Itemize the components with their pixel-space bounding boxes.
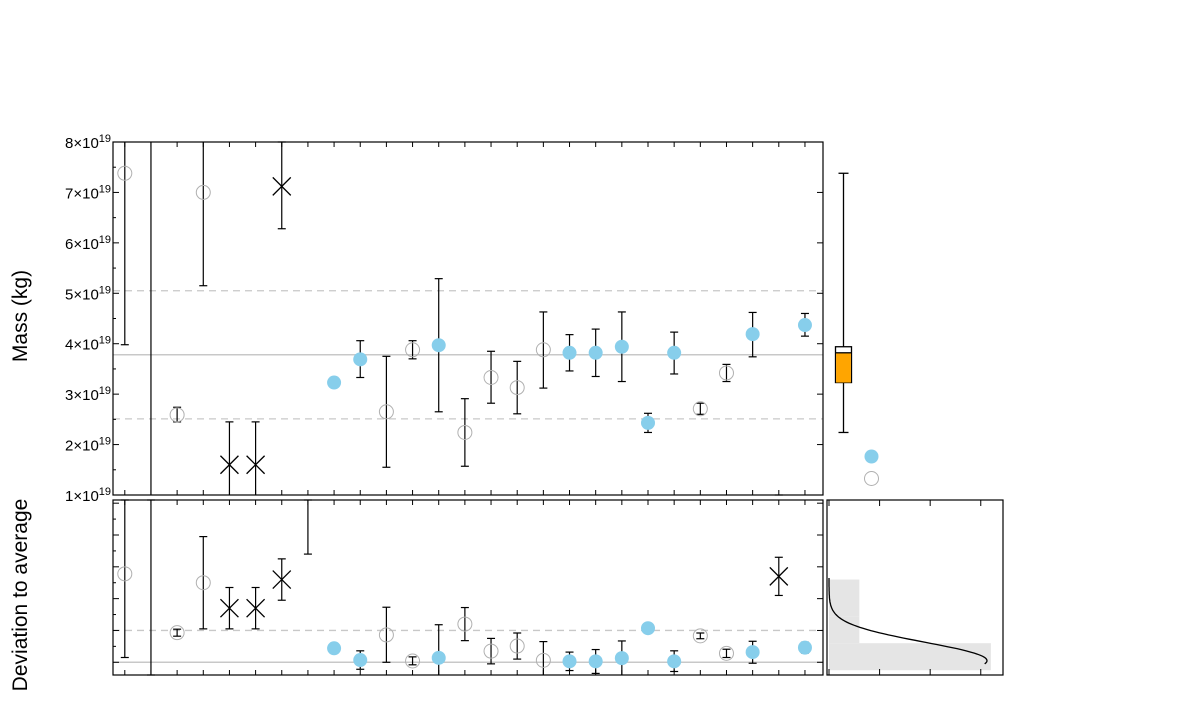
deflection-point-3 — [169, 407, 185, 423]
deflection-point-1 — [117, 566, 133, 582]
mass-tick-label: 6×1019 — [65, 234, 111, 253]
ephemeris-point-10 — [353, 352, 368, 367]
deflection-point-4 — [195, 184, 211, 200]
mass-tick-label: 7×1019 — [65, 183, 111, 202]
deflection-point-14 — [457, 424, 473, 440]
deflection-point-14 — [457, 616, 473, 632]
mass-panel: 1×1019 2×1019 3×1019 4×1019 5×1019 6×1019 7×10… — [65, 133, 824, 505]
deflection-point-11 — [378, 404, 394, 420]
rejected-marker-26 — [769, 566, 789, 586]
mass-tick-label: 8×1019 — [65, 133, 111, 152]
mass-tick-label: 3×1019 — [65, 385, 111, 404]
rejected-marker-7 — [272, 570, 292, 590]
deflection-point-17 — [535, 342, 551, 358]
deflection-point-12 — [405, 653, 421, 669]
mass-tick-label: 4×1019 — [65, 335, 111, 354]
ephemeris-point-22 — [667, 345, 682, 360]
deflection-point-1 — [117, 165, 133, 181]
rejected-marker-6 — [246, 455, 266, 475]
box-median-fill — [836, 352, 851, 383]
ephemeris-point-20 — [614, 651, 629, 666]
rejected-marker-5 — [219, 598, 239, 618]
ephemeris-point-18 — [562, 345, 577, 360]
histogram-bar-2 — [829, 579, 860, 617]
ephemeris-point-9 — [327, 375, 342, 390]
ephemeris-point-13 — [431, 650, 446, 665]
ephemeris-point-22 — [667, 654, 682, 669]
ephemeris-point-21 — [641, 415, 655, 430]
ephemeris-point-10 — [353, 653, 368, 668]
deflection-point-15 — [483, 643, 499, 659]
ephemeris-point-20 — [614, 339, 629, 354]
rejected-marker-5 — [219, 455, 239, 475]
deviation-plot-frame — [112, 499, 824, 676]
histogram-bar-0 — [829, 643, 991, 671]
deflection-point-11 — [378, 627, 394, 643]
rejected-marker-6 — [246, 598, 266, 618]
ephemeris-point-18 — [562, 654, 577, 669]
deflection-point-23 — [692, 628, 708, 644]
deflection-point-24 — [718, 365, 734, 381]
selected-boxplot — [834, 172, 853, 434]
legend — [864, 449, 879, 486]
deflection-point-16 — [509, 638, 525, 654]
histogram-density-curve — [828, 578, 988, 665]
ephemeris-point-19 — [588, 654, 603, 669]
mass-tick-label: 1×1019 — [65, 486, 111, 505]
ephemeris-point-25 — [745, 327, 760, 342]
deviation-panel — [112, 499, 824, 676]
deflection-point-4 — [195, 575, 211, 591]
deflection-point-16 — [509, 380, 525, 396]
ephemeris-point-19 — [588, 345, 603, 360]
deflection-point-23 — [692, 401, 708, 417]
legend-ephemeris-marker — [864, 449, 879, 464]
rejected-marker-7 — [272, 176, 292, 196]
deflection-point-24 — [718, 645, 734, 661]
ephemeris-point-21 — [641, 621, 655, 636]
ephemeris-point-27 — [797, 318, 812, 333]
legend-deflection-marker — [864, 471, 879, 486]
histogram-frame — [826, 499, 1004, 676]
deflection-point-12 — [405, 342, 421, 358]
deviation-axis-label: Deviation to average — [9, 499, 32, 692]
ephemeris-point-13 — [431, 338, 446, 353]
ephemeris-point-9 — [327, 641, 342, 656]
deviation-histogram — [826, 499, 1004, 676]
ephemeris-point-25 — [745, 645, 760, 660]
deflection-point-15 — [483, 370, 499, 386]
mass-tick-label: 2×1019 — [65, 436, 111, 455]
deflection-point-3 — [169, 625, 185, 641]
deflection-point-17 — [535, 652, 551, 668]
mass-axis-label: Mass (kg) — [9, 270, 32, 362]
ephemeris-point-27 — [797, 640, 812, 655]
mass-tick-label: 5×1019 — [65, 284, 111, 303]
